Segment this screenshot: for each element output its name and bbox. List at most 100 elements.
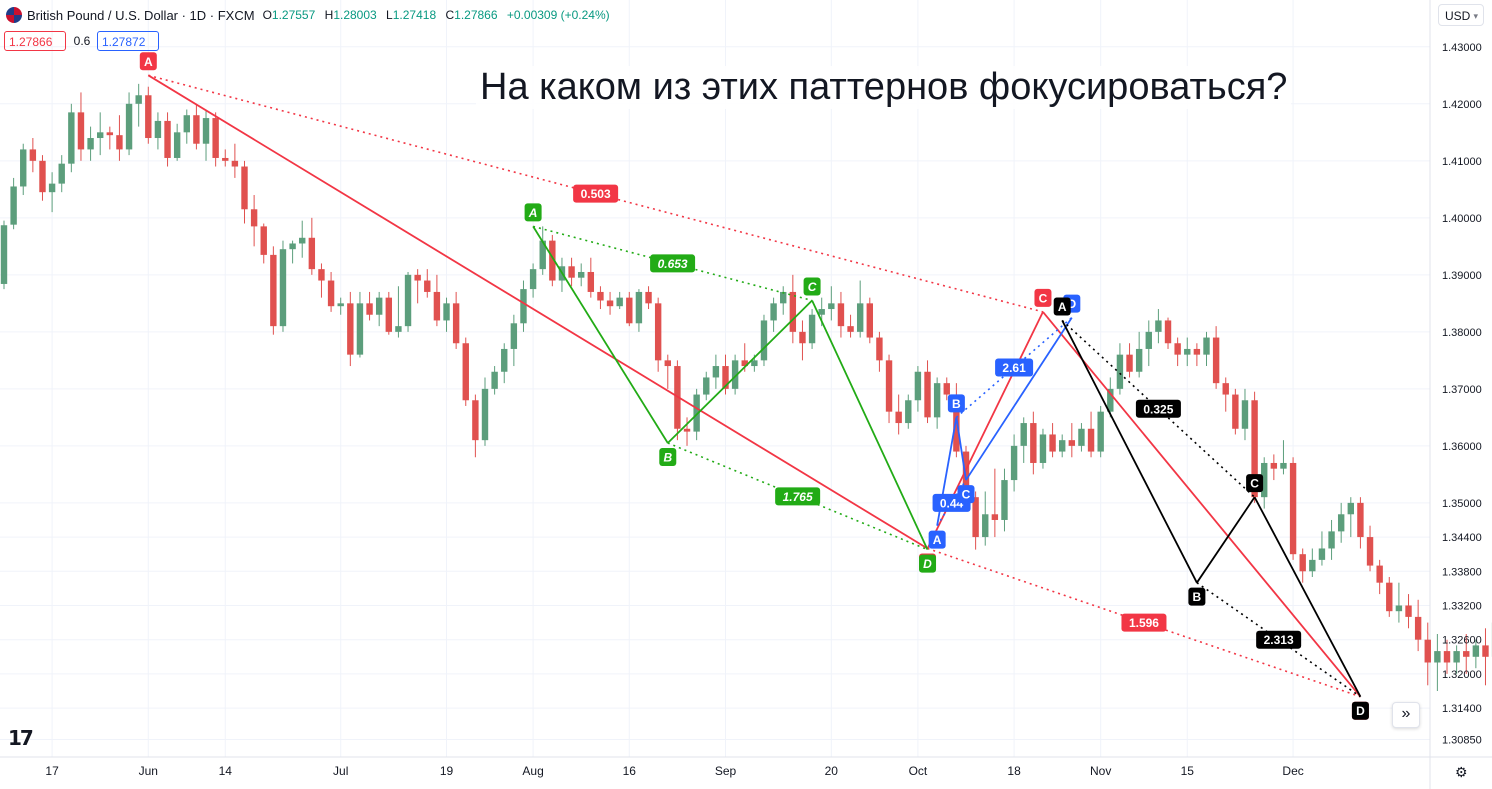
pattern-leg-line: [1196, 496, 1256, 584]
candle-body: [1289, 462, 1297, 555]
pattern-ratio-label-box: [1256, 630, 1302, 649]
candle-body: [1434, 651, 1441, 663]
candle-body: [1463, 651, 1470, 657]
candle-body: [905, 400, 912, 424]
candle-body: [106, 132, 114, 136]
scroll-to-realtime-button[interactable]: »: [1392, 702, 1420, 728]
pattern-point-label-box: [947, 394, 965, 413]
candle-body: [520, 289, 527, 324]
candle-body: [424, 280, 431, 292]
candle-body: [289, 243, 296, 250]
candle-body: [212, 118, 219, 158]
candle-body: [202, 118, 210, 144]
candle-body: [366, 303, 373, 315]
candle-body: [472, 400, 479, 441]
candle-body: [529, 269, 537, 290]
x-tick-label: Nov: [1090, 764, 1111, 778]
candle-body: [1078, 428, 1085, 446]
candle-body: [751, 360, 758, 367]
candle-body: [48, 183, 56, 193]
candle-body: [626, 297, 633, 324]
symbol-header: British Pound / U.S. Dollar · 1D · FXCM …: [6, 4, 616, 26]
candle-body: [1453, 651, 1460, 663]
pattern-point-label-box: [1246, 474, 1264, 493]
candle-body: [1193, 348, 1201, 355]
candle-body: [1116, 354, 1124, 389]
candle-body: [780, 291, 787, 304]
pattern-point-label-box: [957, 485, 975, 504]
candle-body: [1414, 616, 1422, 640]
x-tick-label: 19: [440, 764, 454, 778]
candle-body: [1010, 445, 1018, 481]
candle-body: [866, 303, 873, 338]
candle-body: [1184, 348, 1191, 355]
candle-body: [404, 274, 412, 327]
candle-body: [856, 303, 864, 332]
pattern-point-label-box: [139, 52, 157, 71]
pattern-leg-line: [667, 299, 813, 444]
y-tick-label: 1.41000: [1442, 156, 1482, 168]
pattern-point-label: A: [1058, 300, 1067, 314]
candle-body: [1482, 645, 1489, 657]
candle-body: [828, 303, 835, 310]
candle-body: [318, 269, 325, 281]
pattern-point-label-box: [919, 554, 937, 573]
candle-body: [1424, 639, 1431, 663]
candle-body: [443, 303, 450, 321]
x-tick-label: 15: [1181, 764, 1195, 778]
y-tick-label: 1.32600: [1442, 635, 1482, 647]
pattern-ratio-label: 2.61: [1002, 361, 1026, 375]
candle-body: [664, 360, 671, 367]
candle-body: [741, 360, 748, 367]
pattern-leg-line: [1042, 311, 1362, 698]
candle-body: [1174, 343, 1181, 355]
pattern-point-label-box: [659, 448, 677, 467]
candle-body: [1309, 559, 1316, 572]
candle-body: [125, 103, 133, 150]
candle-body: [1087, 428, 1095, 452]
candle-body: [1347, 502, 1354, 515]
candle-body: [1049, 434, 1056, 452]
pattern-point-label: C: [962, 488, 971, 502]
candle-body: [722, 366, 729, 389]
candle-body: [154, 120, 162, 139]
currency-flag-icon: [6, 7, 22, 23]
symbol-title[interactable]: British Pound / U.S. Dollar · 1D · FXCM: [27, 7, 255, 23]
candle-body: [279, 249, 287, 327]
candle-body: [731, 360, 739, 389]
pattern-point-label: C: [1039, 291, 1048, 305]
candle-body: [308, 237, 316, 270]
candle-body: [1232, 394, 1239, 429]
candle-body: [481, 388, 489, 441]
candle-body: [972, 497, 979, 538]
candle-body: [1357, 502, 1364, 538]
pattern-point-label: B: [663, 451, 672, 465]
candle-body: [385, 297, 392, 332]
pattern-point-label: B: [952, 397, 961, 411]
pattern-point-label-box: [1053, 297, 1071, 316]
y-tick-label: 1.40000: [1442, 213, 1482, 225]
pattern-ratio-label: 1.596: [1129, 616, 1159, 630]
currency-selector[interactable]: USD ▾: [1438, 4, 1484, 26]
candle-body: [1270, 462, 1278, 469]
pattern-point-label-box: [1351, 701, 1369, 720]
candle-body: [1366, 537, 1374, 566]
pattern-leg-line: [1061, 320, 1198, 584]
sell-button[interactable]: 1.27866: [4, 31, 66, 51]
candle-body: [808, 314, 816, 344]
candle-body: [462, 343, 469, 401]
gear-icon[interactable]: ⚙: [1455, 764, 1468, 780]
candle-body: [1097, 411, 1104, 452]
candle-body: [587, 271, 595, 292]
candle-body: [395, 326, 402, 332]
tradingview-logo-icon[interactable]: 17: [8, 726, 34, 750]
buy-button[interactable]: 1.27872: [97, 31, 159, 51]
candle-body: [1386, 582, 1393, 612]
candle-body: [597, 291, 604, 301]
pattern-point-label: A: [933, 533, 942, 547]
y-tick-label: 1.37000: [1442, 384, 1482, 396]
candle-body: [1337, 514, 1345, 532]
x-tick-label: 20: [825, 764, 839, 778]
candle-body: [1405, 605, 1412, 617]
